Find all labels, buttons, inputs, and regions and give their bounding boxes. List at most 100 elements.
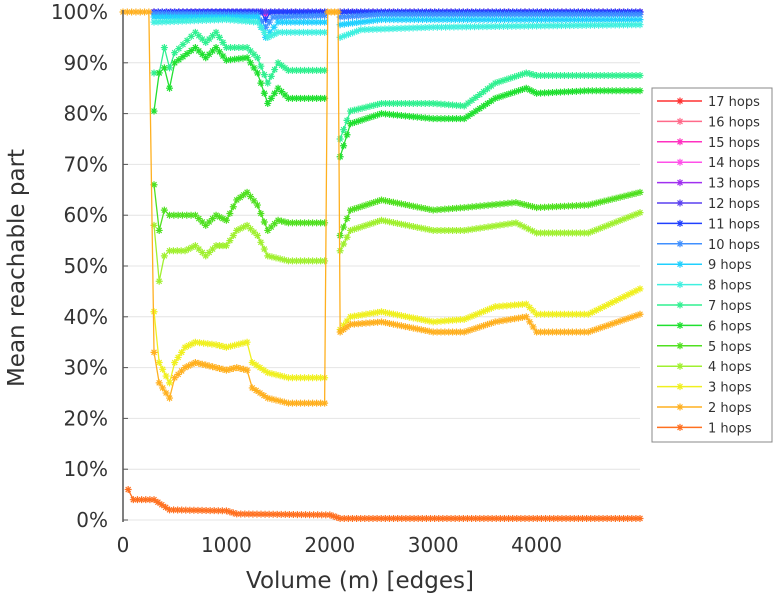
data-point-marker <box>181 343 189 351</box>
data-point-marker <box>406 16 414 24</box>
data-point-marker <box>549 310 557 318</box>
data-point-marker <box>441 115 449 123</box>
data-point-marker <box>564 328 572 336</box>
data-point-marker <box>562 22 570 30</box>
data-point-marker <box>271 30 279 38</box>
x-tick-label: 3000 <box>408 533 459 557</box>
data-point-marker <box>150 348 158 356</box>
data-point-marker <box>166 64 174 72</box>
data-point-marker <box>515 87 523 95</box>
data-point-marker <box>257 79 265 87</box>
data-point-marker <box>209 215 217 223</box>
data-point-marker <box>138 496 146 504</box>
data-point-marker <box>503 91 511 99</box>
data-point-marker <box>462 23 470 31</box>
data-point-marker <box>488 514 496 522</box>
data-point-marker <box>452 226 460 234</box>
data-point-marker <box>584 310 592 318</box>
data-point-marker <box>443 514 451 522</box>
data-point-marker <box>560 88 568 96</box>
data-point-marker <box>588 327 596 335</box>
data-point-marker <box>401 112 409 120</box>
series-2-hops <box>119 8 644 407</box>
data-point-marker <box>264 394 272 402</box>
data-point-marker <box>237 13 245 21</box>
data-point-marker <box>592 226 600 234</box>
data-point-marker <box>460 204 468 212</box>
data-point-marker <box>595 514 603 522</box>
data-point-marker <box>484 223 492 231</box>
data-point-marker <box>222 56 230 64</box>
data-point-marker <box>378 216 385 224</box>
data-point-marker <box>476 224 484 232</box>
data-point-marker <box>552 72 560 79</box>
data-point-marker <box>425 327 433 335</box>
data-point-marker <box>309 66 317 74</box>
legend: 17 hops 16 hops 15 hops 14 hops 13 hops 12 ho… <box>651 87 773 443</box>
data-point-marker <box>167 13 175 21</box>
data-point-marker <box>595 11 603 19</box>
legend-item: 16 hops <box>657 115 760 130</box>
data-point-marker <box>344 30 352 38</box>
data-point-marker <box>226 210 234 218</box>
data-point-marker <box>264 99 272 107</box>
data-point-marker <box>552 328 560 336</box>
data-point-marker <box>632 16 640 24</box>
data-point-marker <box>624 291 632 299</box>
data-point-marker <box>231 44 239 52</box>
data-point-marker <box>154 10 162 18</box>
data-point-marker <box>557 22 565 30</box>
series-group <box>119 8 644 522</box>
data-point-marker <box>511 88 519 96</box>
data-point-marker <box>607 514 615 522</box>
data-point-marker <box>495 22 503 30</box>
data-point-marker <box>405 323 413 331</box>
data-point-marker <box>268 253 276 261</box>
data-point-marker <box>433 318 441 326</box>
data-point-marker <box>591 21 599 29</box>
data-point-marker <box>529 307 537 315</box>
data-point-marker <box>525 16 533 24</box>
data-point-marker <box>518 70 526 78</box>
data-point-marker <box>267 8 275 16</box>
legend-label: 16 hops <box>708 115 760 130</box>
data-point-marker <box>202 252 210 260</box>
data-point-marker <box>390 16 398 24</box>
data-point-marker <box>676 260 684 268</box>
data-point-marker <box>281 91 289 99</box>
data-point-marker <box>564 202 572 210</box>
data-point-marker <box>624 72 632 79</box>
series-line <box>339 87 640 157</box>
data-point-marker <box>258 17 266 25</box>
data-point-marker <box>271 66 279 74</box>
data-point-marker <box>340 142 348 150</box>
data-point-marker <box>456 226 464 234</box>
data-point-marker <box>445 317 453 325</box>
data-point-marker <box>178 506 186 514</box>
data-point-marker <box>624 87 632 95</box>
data-point-marker <box>292 374 300 382</box>
data-point-marker <box>611 11 619 19</box>
data-point-marker <box>570 16 578 24</box>
data-point-marker <box>222 343 230 351</box>
data-point-marker <box>343 233 351 241</box>
data-point-marker <box>276 397 284 405</box>
data-point-marker <box>476 309 484 317</box>
data-point-marker <box>281 64 289 72</box>
data-point-marker <box>214 16 222 24</box>
data-point-marker <box>389 219 397 227</box>
data-point-marker <box>520 223 528 231</box>
data-point-marker <box>336 21 344 29</box>
data-point-marker <box>632 287 640 295</box>
legend-item: 4 hops <box>657 360 752 375</box>
data-point-marker <box>564 88 572 96</box>
data-point-marker <box>187 211 195 219</box>
data-point-marker <box>676 240 684 248</box>
data-point-marker <box>487 304 495 312</box>
data-point-marker <box>476 323 484 331</box>
data-point-marker <box>321 399 329 407</box>
data-point-marker <box>599 21 607 29</box>
data-point-marker <box>513 514 521 522</box>
data-point-marker <box>615 16 623 24</box>
